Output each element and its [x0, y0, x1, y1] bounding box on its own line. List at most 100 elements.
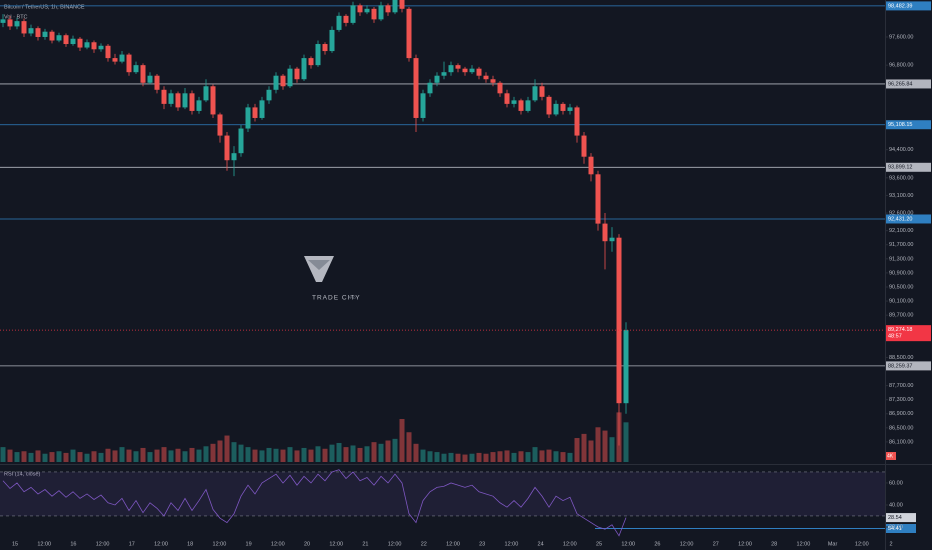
x-tick-label: 12:00 — [621, 541, 635, 547]
chart-title: Bitcoin / TetherUS, 1h, BINANCE — [4, 4, 85, 10]
y-tick-label: 87,300.00 — [889, 397, 913, 403]
candle-body — [98, 45, 104, 50]
level-label-box — [886, 361, 931, 371]
candle-body — [616, 237, 622, 404]
candle-body — [217, 114, 223, 136]
rsi-value-label: 28.54 — [888, 515, 902, 521]
volume-bar — [70, 449, 76, 462]
x-tick-label: 12:00 — [96, 541, 110, 547]
volume-bar — [553, 451, 559, 462]
logo-facet — [308, 260, 330, 270]
x-tick-label: 2 — [889, 541, 892, 547]
candle-body — [224, 135, 230, 161]
candle-body — [371, 8, 377, 20]
x-tick-label: 12:00 — [329, 541, 343, 547]
y-tick-label: 94,400.00 — [889, 147, 913, 153]
volume-bar — [105, 448, 111, 462]
x-tick-label: 25 — [596, 541, 602, 547]
volume-bar — [0, 447, 6, 462]
volume-bar — [112, 450, 118, 462]
volume-bar — [490, 452, 496, 462]
volume-bar — [483, 453, 489, 462]
candle-body — [287, 68, 293, 87]
candle-body — [399, 0, 405, 9]
volume-bar — [210, 443, 216, 462]
candle-body — [182, 93, 188, 108]
candle-body — [147, 75, 153, 83]
y-tick-label: 92,600.00 — [889, 210, 913, 216]
volume-bar — [574, 438, 580, 462]
rsi-line — [2, 469, 627, 537]
volume-bar — [434, 452, 440, 462]
candle-body — [28, 28, 34, 34]
x-tick-label: 24 — [538, 541, 544, 547]
candle-body — [203, 86, 209, 101]
candle-body — [259, 100, 265, 118]
candle-body — [105, 45, 111, 59]
volume-bar — [252, 449, 258, 462]
candle-body — [476, 68, 482, 76]
candle-body — [196, 100, 202, 111]
watermark-sub: PRO — [348, 296, 356, 300]
y-tick-label: 86,100.00 — [889, 439, 913, 445]
y-tick-label: 90,900.00 — [889, 270, 913, 276]
volume-bar — [539, 450, 545, 462]
volume-bar — [14, 452, 20, 462]
volume-bar — [364, 446, 370, 462]
volume-bar — [168, 450, 174, 462]
candle-body — [238, 128, 244, 154]
candle-body — [532, 86, 538, 101]
x-tick-label: 12:00 — [855, 541, 869, 547]
volume-bar — [21, 451, 27, 462]
volume-bar — [329, 444, 335, 462]
volume-bar — [322, 448, 328, 462]
volume-bar — [371, 442, 377, 462]
candle-body — [455, 65, 461, 69]
volume-title: Vol · BTC — [4, 14, 28, 20]
volume-bar — [413, 443, 419, 462]
candle-body — [357, 5, 363, 13]
candle-body — [567, 107, 573, 111]
candle-body — [280, 75, 286, 87]
candle-body — [91, 42, 97, 50]
level-label-box — [886, 120, 931, 130]
volume-bar — [273, 448, 279, 462]
volume-bar — [147, 452, 153, 462]
level-label-box — [886, 214, 931, 224]
candle-body — [329, 29, 335, 52]
candle-body — [112, 58, 118, 62]
candle-body — [364, 8, 370, 13]
candle-body — [483, 75, 489, 80]
x-tick-label: 22 — [421, 541, 427, 547]
level-label: 93,899.12 — [888, 165, 912, 171]
candle-body — [441, 72, 447, 76]
volume-bar — [189, 447, 195, 462]
volume-bar — [203, 446, 209, 462]
rsi-line-label-box — [886, 524, 916, 533]
candle-body — [273, 75, 279, 90]
rsi-tick-label: 40.00 — [889, 502, 903, 508]
y-tick-label: 90,100.00 — [889, 299, 913, 305]
y-tick-label: 93,100.00 — [889, 193, 913, 199]
level-label: 88,259.37 — [888, 363, 912, 369]
rsi-tick-label: 60.00 — [889, 480, 903, 486]
x-tick-label: 26 — [654, 541, 660, 547]
x-tick-label: 12:00 — [680, 541, 694, 547]
volume-label: 4K — [887, 453, 894, 459]
volume-bar — [126, 449, 132, 462]
level-label: 92,431.20 — [888, 216, 912, 222]
volume-bar — [497, 451, 503, 462]
candle-body — [434, 75, 440, 83]
volume-bar — [378, 443, 384, 462]
candle-body — [385, 5, 391, 13]
x-tick-label: 12:00 — [446, 541, 460, 547]
x-tick-label: 19 — [246, 541, 252, 547]
rsi-value-box — [886, 513, 916, 523]
volume-bar — [392, 438, 398, 462]
x-tick-label: 15 — [12, 541, 18, 547]
y-tick-label: 90,500.00 — [889, 284, 913, 290]
volume-bar — [511, 452, 517, 462]
candle-body — [126, 54, 132, 73]
